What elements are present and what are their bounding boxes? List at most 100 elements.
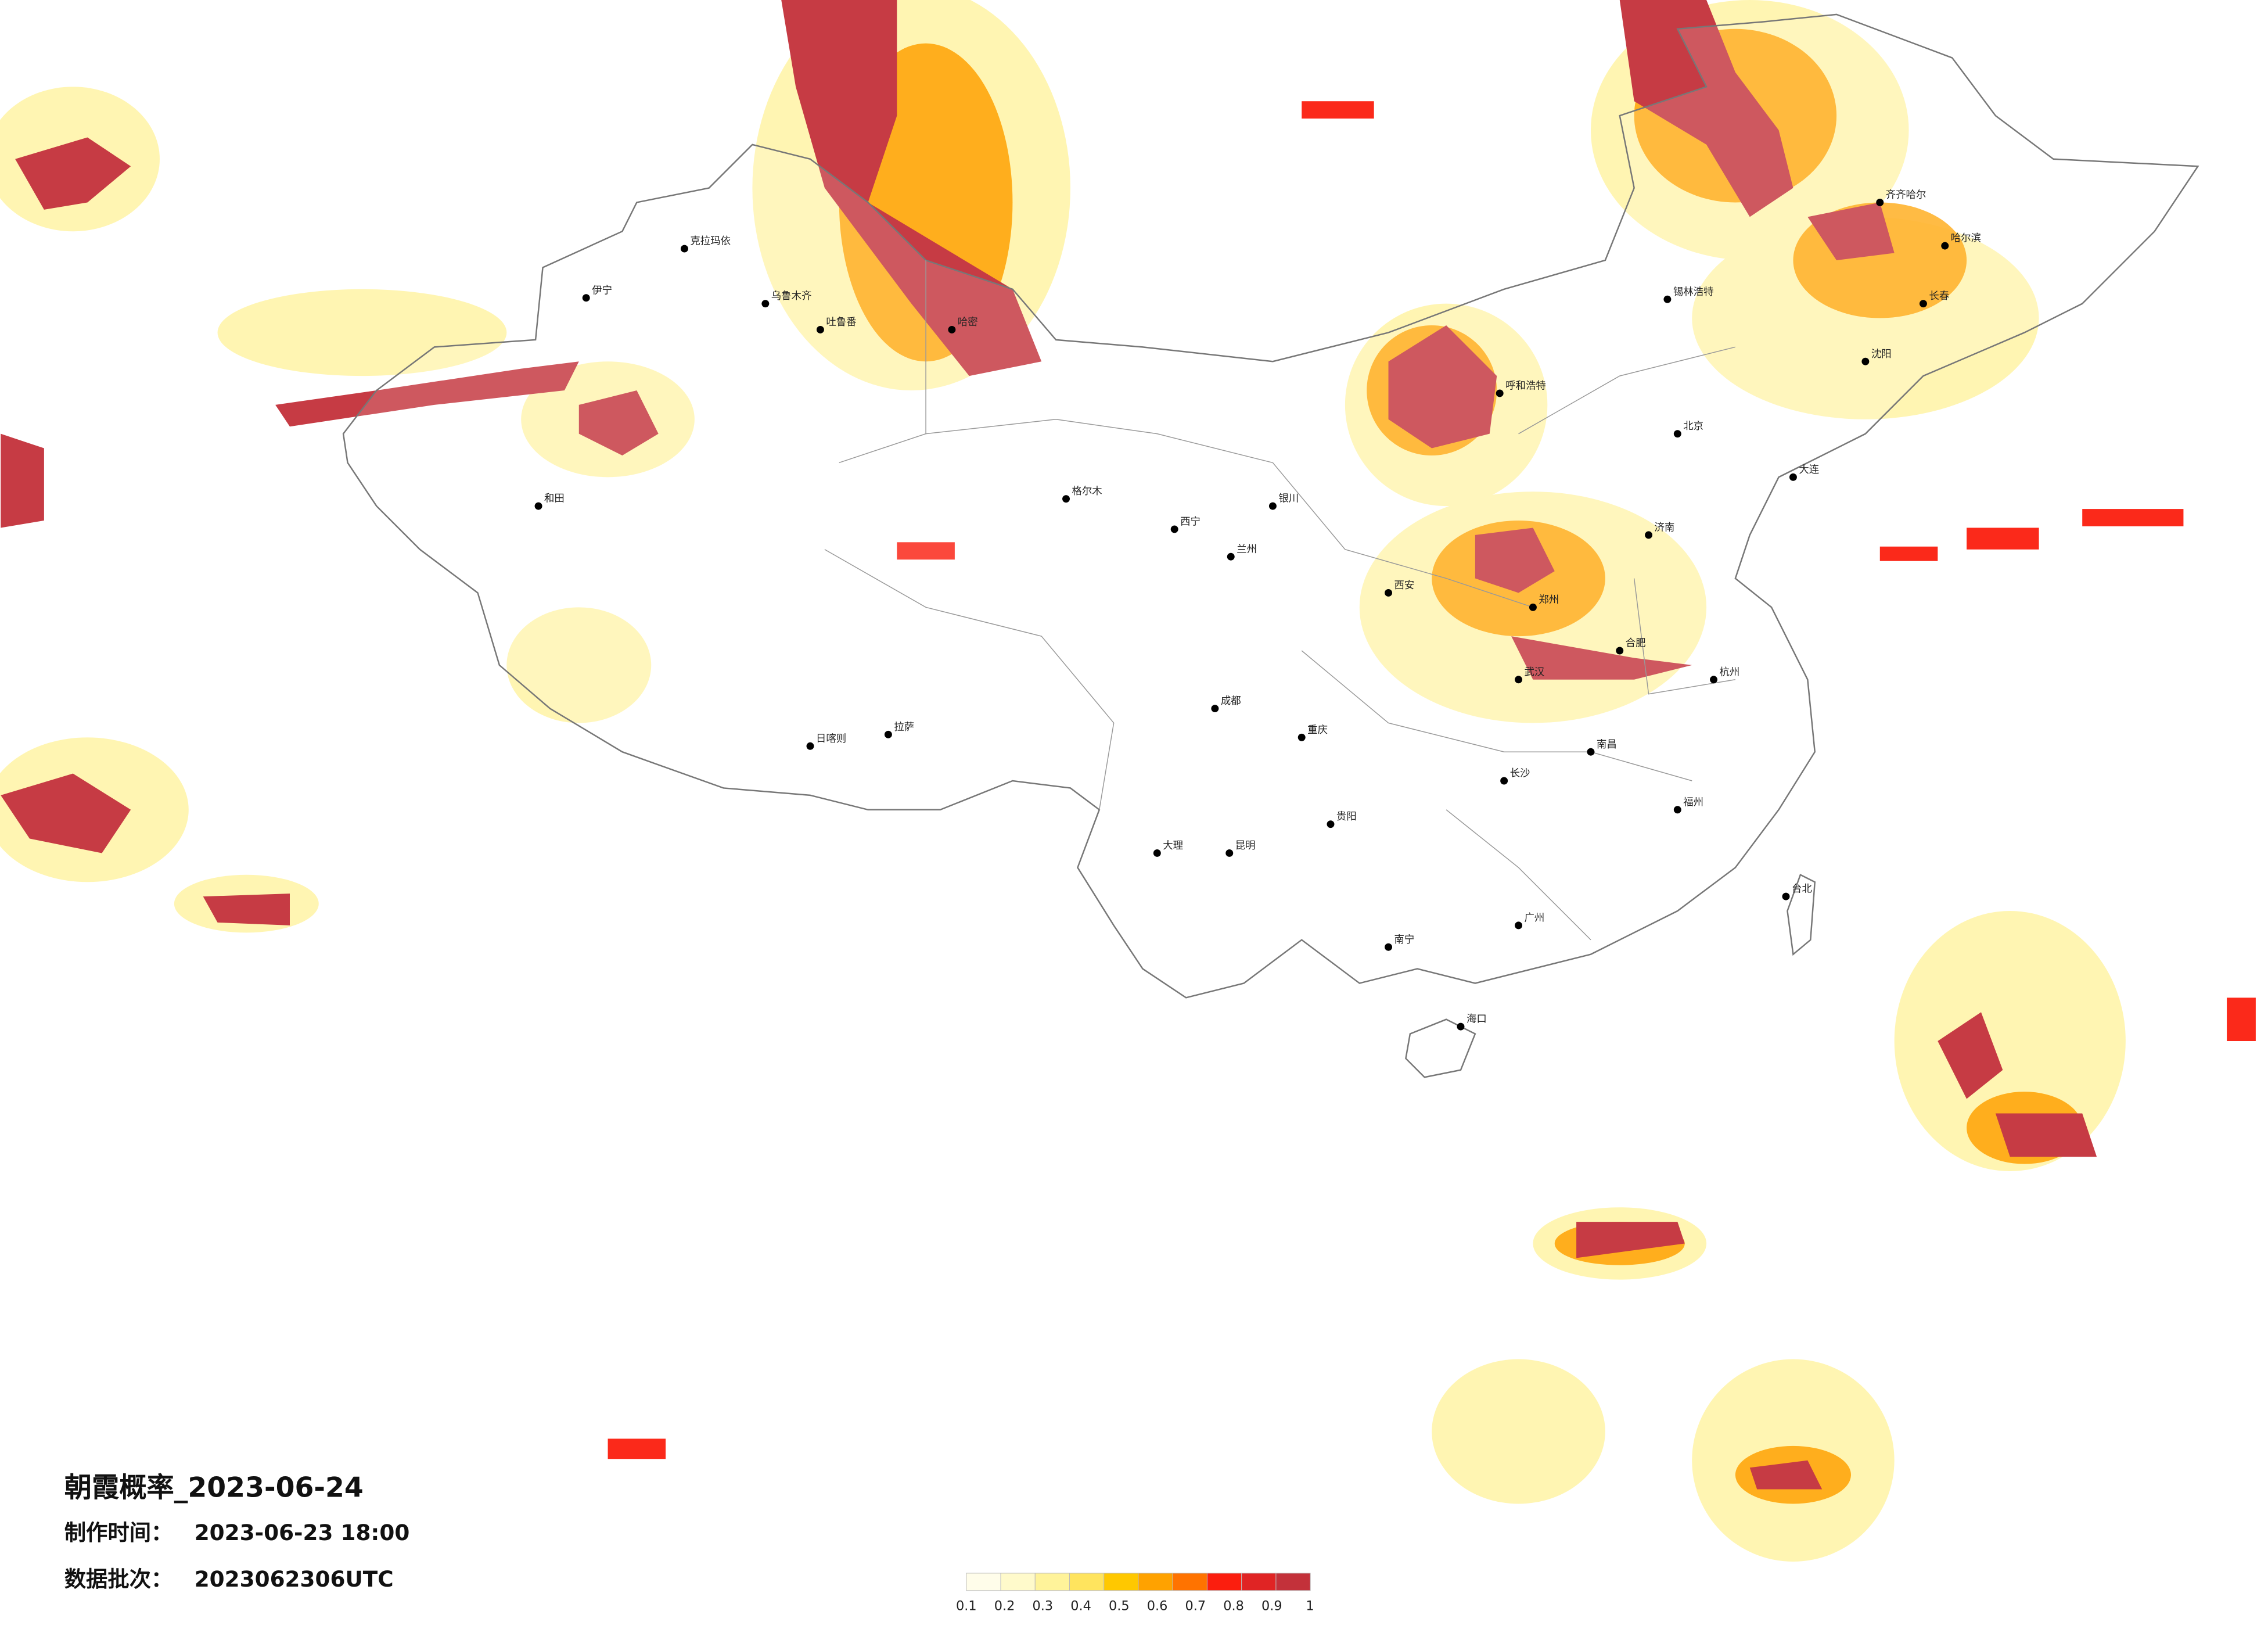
city-dot (1673, 430, 1681, 438)
city-dot (1385, 943, 1393, 951)
city-dot (1919, 300, 1927, 308)
city-label: 齐齐哈尔 (1886, 189, 1926, 201)
city-dot (1062, 495, 1070, 503)
city-label: 南昌 (1597, 739, 1617, 751)
city-label: 合肥 (1626, 638, 1646, 650)
city-dot (1673, 806, 1681, 814)
city-dot (806, 742, 814, 750)
hainan (1405, 1018, 1476, 1078)
legend-label: 0.3 (1032, 1599, 1053, 1614)
batch-value: 2023062306UTC (195, 1566, 394, 1592)
legend-swatch (1104, 1573, 1139, 1591)
city-label: 伊宁 (592, 285, 612, 296)
city-dot (884, 730, 892, 738)
city-label: 锡林浩特 (1673, 286, 1714, 298)
legend-label: 0.7 (1185, 1599, 1206, 1614)
city-dot (1782, 892, 1790, 900)
city-dot (1861, 357, 1870, 365)
city-label: 海口 (1467, 1014, 1487, 1025)
city-label: 银川 (1278, 493, 1299, 505)
city-label: 昆明 (1235, 840, 1256, 852)
city-label: 格尔木 (1072, 486, 1102, 497)
city-dot (1457, 1022, 1465, 1031)
city-dot (582, 294, 590, 302)
city-dot (1515, 921, 1523, 930)
legend-swatch (1241, 1573, 1277, 1591)
city-dot (1876, 198, 1884, 206)
legend-label: 0.4 (1070, 1599, 1091, 1614)
city-dot (1153, 849, 1161, 857)
city-dot (1297, 733, 1306, 741)
city-dot (1663, 295, 1672, 303)
legend-swatch (966, 1573, 1001, 1591)
city-label: 广州 (1525, 912, 1545, 924)
city-label: 台北 (1792, 884, 1812, 895)
city-dot (1789, 473, 1797, 481)
city-label: 克拉玛依 (690, 236, 731, 247)
city-label: 南宁 (1394, 934, 1415, 946)
legend-swatch (1034, 1573, 1070, 1591)
city-label: 西宁 (1180, 516, 1201, 528)
city-label: 福州 (1683, 796, 1703, 808)
city-dot (1268, 502, 1277, 510)
city-label: 吐鲁番 (826, 317, 856, 328)
city-label: 郑州 (1539, 594, 1559, 606)
legend-label: 1 (1306, 1599, 1314, 1614)
province-borders (824, 260, 1736, 941)
city-label: 济南 (1655, 522, 1675, 533)
city-dot (948, 325, 956, 333)
city-label: 呼和浩特 (1505, 381, 1546, 392)
city-label: 武汉 (1525, 666, 1545, 678)
city-dot (1587, 748, 1595, 756)
city-dot (1385, 589, 1393, 597)
batch-label: 数据批次： (64, 1566, 173, 1592)
legend-label: 0.5 (1109, 1599, 1130, 1614)
legend-label: 0.8 (1223, 1599, 1244, 1614)
legend-label: 0.2 (994, 1599, 1015, 1614)
city-label: 沈阳 (1871, 349, 1892, 360)
city-label: 成都 (1221, 695, 1241, 707)
legend-label: 0.1 (956, 1599, 977, 1614)
city-label: 大连 (1799, 464, 1819, 476)
city-dot (1616, 647, 1624, 655)
city-label: 长春 (1929, 290, 1949, 302)
city-dot (816, 325, 824, 333)
made-time-label: 制作时间： (64, 1520, 173, 1545)
taiwan (1787, 874, 1816, 956)
city-dot (1645, 531, 1653, 539)
city-dot (1500, 777, 1508, 785)
info-block: 朝霞概率_2023-06-24 制作时间： 2023-06-23 18:00 数… (64, 1472, 410, 1592)
city-dot (1170, 525, 1178, 533)
city-label: 日喀则 (816, 733, 846, 745)
city-dot (1227, 552, 1235, 561)
city-label: 杭州 (1720, 666, 1740, 678)
city-dot (1225, 849, 1234, 857)
city-dot (761, 300, 770, 308)
legend-swatch (1275, 1573, 1311, 1591)
title: 朝霞概率_2023-06-24 (64, 1472, 364, 1504)
city-label: 哈尔滨 (1951, 233, 1981, 245)
city-dot (1327, 820, 1335, 828)
city-dot (1496, 389, 1504, 397)
city-label: 兰州 (1237, 544, 1257, 555)
city-label: 拉萨 (894, 722, 914, 733)
city-dot (1515, 676, 1523, 684)
legend-swatch (1172, 1573, 1207, 1591)
legend-label: 0.6 (1147, 1599, 1168, 1614)
city-label: 北京 (1683, 421, 1703, 432)
city-label: 贵阳 (1336, 811, 1357, 823)
legend-swatch (1138, 1573, 1173, 1591)
city-dot (1211, 705, 1219, 713)
city-dot (1529, 603, 1537, 611)
city-label: 乌鲁木齐 (771, 290, 812, 302)
city-label: 大理 (1163, 840, 1183, 852)
country-borders (342, 13, 2199, 1078)
legend: 0.1 0.2 0.3 0.4 0.5 0.6 0.7 0.8 0.9 1 (956, 1573, 1314, 1614)
city-label: 西安 (1394, 580, 1415, 591)
city-label: 哈密 (958, 317, 978, 328)
legend-swatch (1069, 1573, 1105, 1591)
city-label: 和田 (544, 493, 565, 505)
